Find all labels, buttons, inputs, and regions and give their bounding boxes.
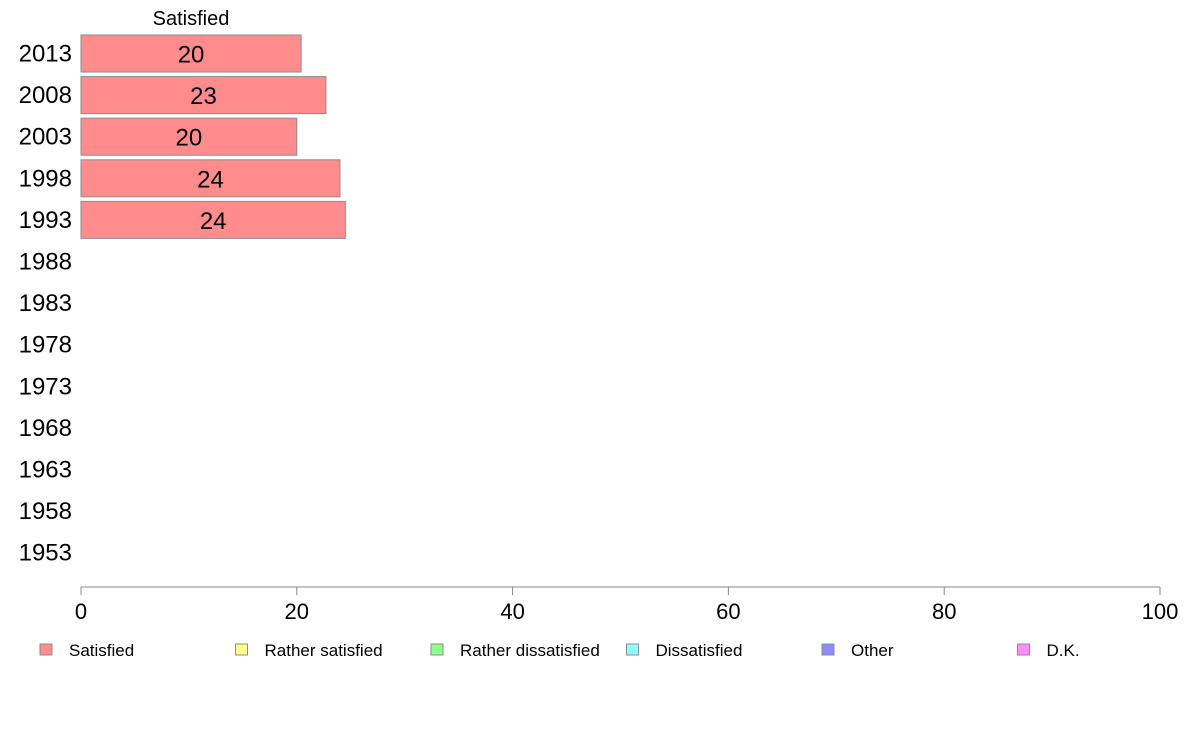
x-tick-label-60: 60 [716,599,740,624]
y-tick-label-1953: 1953 [19,540,72,567]
legend-swatch-rather-satisfied [235,643,248,656]
bar-value-label-2003: 20 [176,125,203,152]
x-tick-label-0: 0 [75,599,87,624]
x-tick-label-80: 80 [932,599,956,624]
legend-swatch-other [821,643,835,656]
legend-label-rather-satisfied: Rather satisfied [265,641,383,660]
bar-value-label-2013: 20 [178,42,205,69]
y-tick-label-1993: 1993 [19,207,72,234]
y-tick-label-1978: 1978 [19,332,72,359]
y-axis: 2013 2008 2003 1998 1993 1988 1983 1978 1973 1968… [19,41,72,567]
legend-swatch-dissatisfied [626,643,639,656]
bar-satisfied-2008 [80,76,327,115]
y-tick-label-1983: 1983 [19,290,72,317]
x-tick-label-100: 100 [1142,599,1179,624]
legend-label-satisfied: Satisfied [69,641,134,660]
bar-value-label-1998: 24 [197,166,224,193]
bars-group: 20 23 20 24 24 [80,34,346,239]
bar-value-label-1993: 24 [200,208,227,235]
y-tick-label-2003: 2003 [19,124,72,151]
y-tick-label-1973: 1973 [19,373,72,400]
y-tick-label-1968: 1968 [19,415,72,442]
y-tick-label-1988: 1988 [19,249,72,276]
legend-label-d-k-: D.K. [1047,641,1080,660]
legend: Satisfied Rather satisfied Rather dissatis… [39,641,1080,660]
legend-swatch-d-k- [1017,643,1030,656]
y-tick-label-2008: 2008 [19,82,72,109]
legend-swatch-satisfied [39,643,53,656]
x-axis: 0 20 40 60 80 100 [75,586,1179,624]
bar-satisfied-2013 [80,34,302,73]
legend-label-dissatisfied: Dissatisfied [656,641,743,660]
bar-satisfied-2003 [80,117,298,156]
bar-satisfied-1998 [80,159,341,198]
legend-label-other: Other [851,641,894,660]
x-tick-label-20: 20 [285,599,309,624]
legend-swatch-rather-dissatisfied [430,643,444,656]
y-tick-label-1958: 1958 [19,498,72,525]
x-tick-label-40: 40 [500,599,524,624]
series-header-label: Satisfied [153,8,230,30]
legend-label-rather-dissatisfied: Rather dissatisfied [460,641,600,660]
y-tick-label-1998: 1998 [19,165,72,192]
y-tick-label-2013: 2013 [19,41,72,68]
bar-satisfied-1993 [80,200,346,239]
y-tick-label-1963: 1963 [19,457,72,484]
bar-value-label-2008: 23 [190,83,217,110]
